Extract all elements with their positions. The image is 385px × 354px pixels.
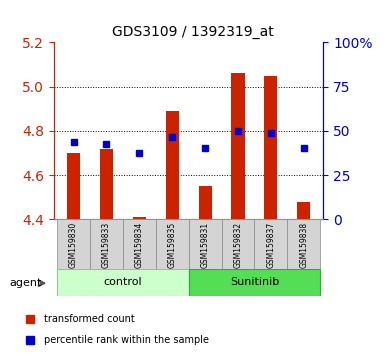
Bar <box>264 76 277 219</box>
Bar <box>166 111 179 219</box>
Bar <box>123 219 156 269</box>
Text: Sunitinib: Sunitinib <box>230 277 279 287</box>
Bar <box>254 219 287 269</box>
Bar <box>90 219 123 269</box>
Bar <box>57 219 90 269</box>
Text: GSM159830: GSM159830 <box>69 222 78 268</box>
Bar <box>199 186 212 219</box>
Text: percentile rank within the sample: percentile rank within the sample <box>44 335 209 345</box>
Text: transformed count: transformed count <box>44 314 134 324</box>
Text: GSM159833: GSM159833 <box>102 222 111 268</box>
Bar <box>189 269 320 296</box>
Text: control: control <box>104 277 142 287</box>
Bar <box>156 219 189 269</box>
Bar <box>287 219 320 269</box>
Bar <box>57 269 189 296</box>
Bar <box>221 219 254 269</box>
Text: agent: agent <box>10 278 42 288</box>
Bar <box>100 149 113 219</box>
Text: GSM159837: GSM159837 <box>266 222 275 268</box>
Bar <box>231 74 244 219</box>
Text: GSM159835: GSM159835 <box>168 222 177 268</box>
Text: GSM159838: GSM159838 <box>299 222 308 268</box>
Text: GSM159834: GSM159834 <box>135 222 144 268</box>
Bar <box>297 202 310 219</box>
Bar <box>133 217 146 219</box>
Bar <box>67 153 80 219</box>
Bar <box>189 219 221 269</box>
Text: GDS3109 / 1392319_at: GDS3109 / 1392319_at <box>112 25 273 39</box>
Text: GSM159832: GSM159832 <box>233 222 243 268</box>
Text: GSM159831: GSM159831 <box>201 222 209 268</box>
